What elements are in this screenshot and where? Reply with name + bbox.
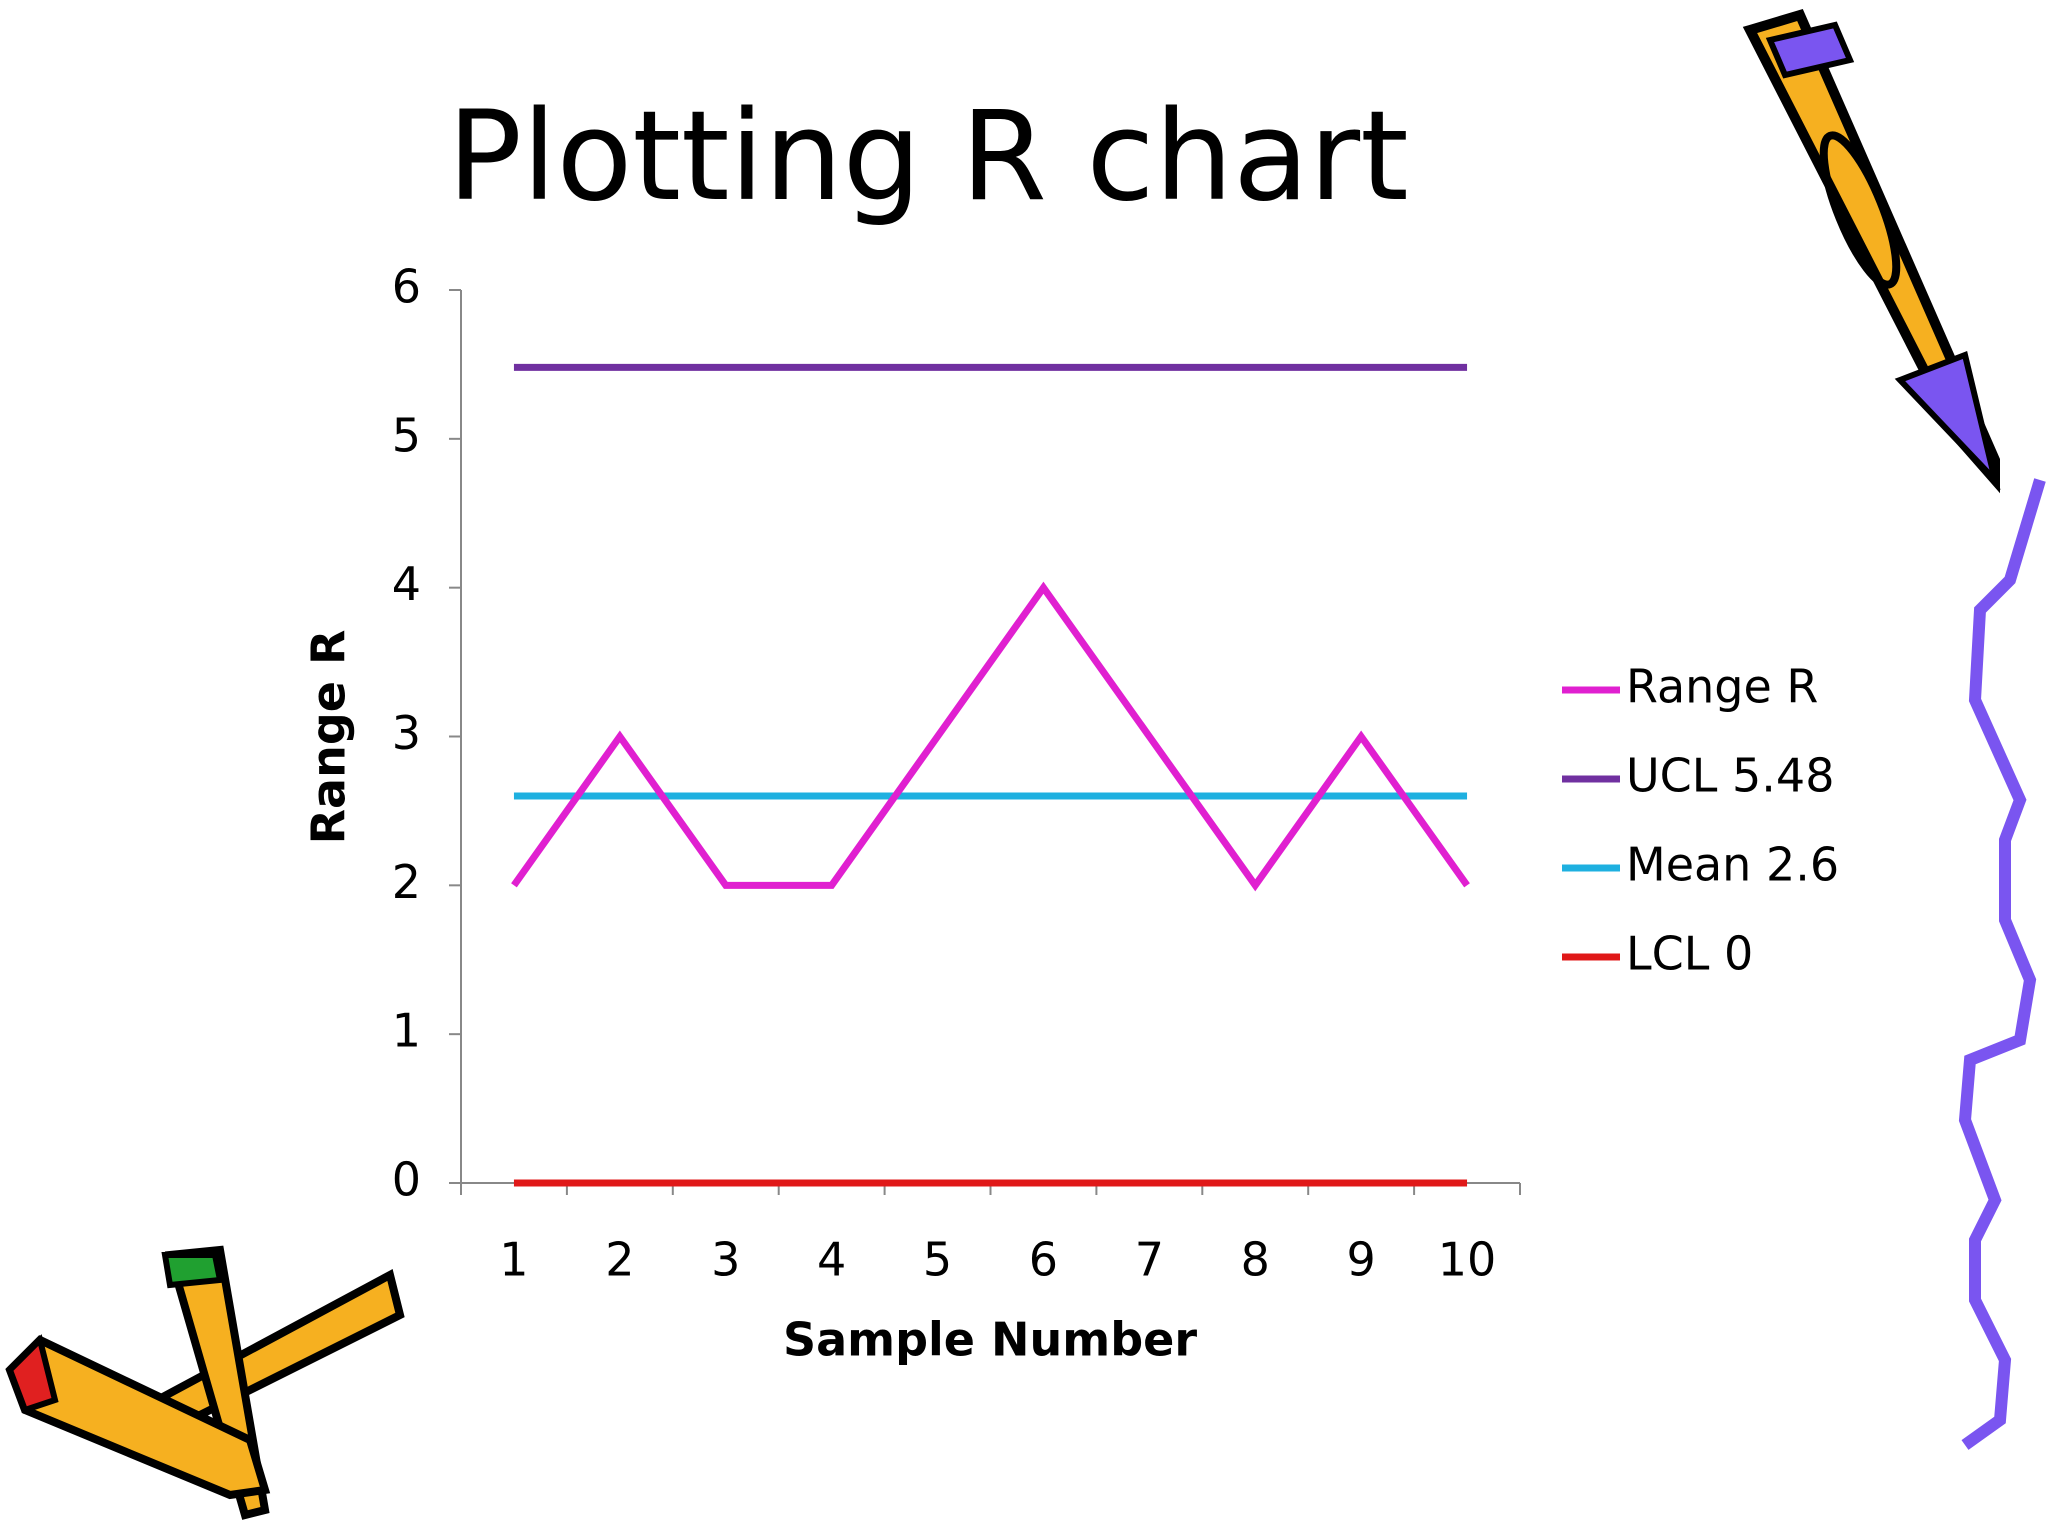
legend-label: Range R: [1626, 660, 1818, 714]
decoration-pencils-bottom: [5, 1245, 405, 1520]
y-tick-label: 4: [392, 557, 421, 611]
y-tick-label: 6: [392, 260, 421, 314]
y-tick-label: 1: [392, 1004, 421, 1058]
y-axis-title: Range R: [302, 630, 356, 845]
x-tick-label: 10: [1438, 1233, 1497, 1287]
x-tick-label: 6: [1029, 1233, 1058, 1287]
decoration-squiggle: [1958, 478, 2046, 1450]
x-tick-label: 7: [1135, 1233, 1164, 1287]
x-tick-label: 4: [817, 1233, 846, 1287]
legend-label: UCL 5.48: [1626, 749, 1834, 803]
y-tick-label: 0: [392, 1153, 421, 1207]
x-tick-label: 9: [1347, 1233, 1376, 1287]
chart-title: Plotting R chart: [447, 85, 1408, 229]
x-axis-title: Sample Number: [783, 1313, 1197, 1367]
x-tick-label: 1: [499, 1233, 528, 1287]
x-tick-label: 5: [923, 1233, 952, 1287]
x-tick-label: 3: [711, 1233, 740, 1287]
y-tick-label: 2: [392, 855, 421, 909]
legend-label: Mean 2.6: [1626, 838, 1839, 892]
y-tick-label: 5: [392, 408, 421, 462]
series-line: [511, 581, 1470, 892]
legend-label: LCL 0: [1626, 927, 1753, 981]
decoration-pencil-top: [1742, 8, 2001, 494]
y-tick-label: 3: [392, 706, 421, 760]
x-tick-label: 8: [1241, 1233, 1270, 1287]
x-tick-label: 2: [605, 1233, 634, 1287]
